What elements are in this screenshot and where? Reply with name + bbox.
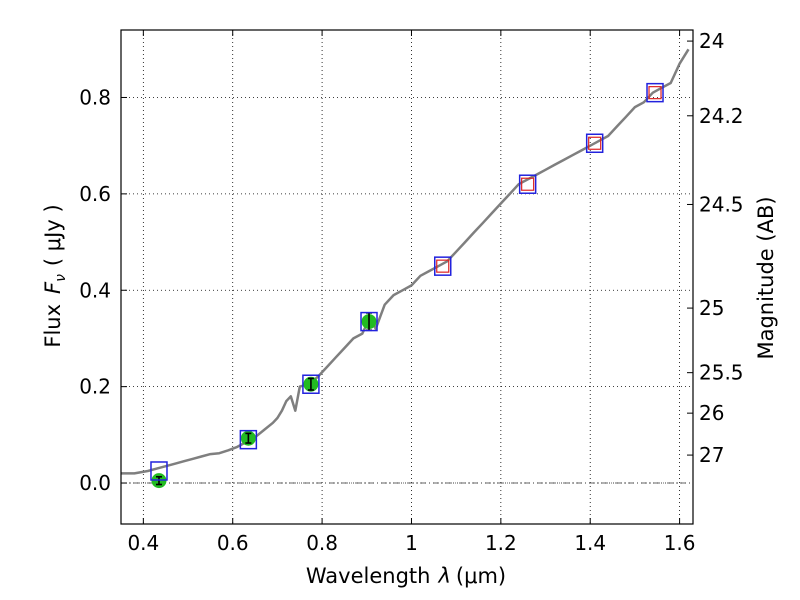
magnitude-axis-label: Magnitude (AB) bbox=[754, 196, 778, 359]
magnitude-tick-label: 24.5 bbox=[699, 192, 744, 216]
predicted-point bbox=[521, 177, 535, 191]
x-tick-label: 0.6 bbox=[217, 531, 249, 555]
y-axis-label-subscript: ν bbox=[53, 274, 69, 282]
synthetic-photometry-box bbox=[360, 311, 378, 332]
observed-points bbox=[151, 312, 377, 489]
magnitude-tick-label: 25.5 bbox=[699, 361, 744, 385]
y-tick-label: 0.6 bbox=[79, 182, 111, 206]
grid-lines bbox=[121, 30, 693, 524]
x-tick-label: 1.4 bbox=[574, 531, 606, 555]
x-tick-label: 1.2 bbox=[485, 531, 517, 555]
y-tick-label: 0.2 bbox=[79, 375, 111, 399]
predicted-point bbox=[648, 86, 662, 100]
x-tick-label: 0.4 bbox=[127, 531, 159, 555]
synthetic-photometry-box bbox=[585, 133, 604, 154]
model-spectrum-line bbox=[121, 48, 690, 475]
y-tick-label: 0.4 bbox=[79, 278, 111, 302]
synthetic-photometry-box bbox=[150, 461, 168, 481]
x-axis-label-text: Wavelength bbox=[306, 564, 431, 588]
x-tick-label: 1 bbox=[405, 531, 418, 555]
magnitude-tick-label: 27 bbox=[699, 443, 724, 467]
synthetic-photometry-box bbox=[518, 174, 537, 194]
x-tick-label: 0.8 bbox=[306, 531, 338, 555]
synthetic-photometry-box bbox=[302, 374, 320, 394]
y-tick-label: 0.0 bbox=[79, 471, 111, 495]
magnitude-tick-label: 24 bbox=[699, 29, 724, 53]
magnitude-tick-label: 24.2 bbox=[699, 104, 744, 128]
x-axis-label-symbol: λ bbox=[437, 564, 450, 588]
synthetic-photometry-box bbox=[434, 256, 452, 276]
synthetic-photometry-box bbox=[239, 429, 258, 450]
axes-frame bbox=[120, 29, 694, 525]
synthetic-photometry-box bbox=[646, 82, 664, 103]
y-axis-label-unit: ( μJy ) bbox=[41, 204, 65, 266]
magnitude-tick-label: 26 bbox=[699, 401, 724, 425]
plot-area bbox=[121, 48, 690, 489]
magnitude-tick-label: 25 bbox=[699, 296, 724, 320]
predicted-points bbox=[436, 86, 662, 273]
x-tick-label: 1.6 bbox=[664, 531, 696, 555]
predicted-point bbox=[436, 259, 450, 273]
x-axis-label: Wavelength λ (μm) bbox=[306, 564, 506, 588]
x-axis-label-unit: (μm) bbox=[456, 564, 506, 588]
axis-ticks: 0.4 0.6 0.8 1 1.2 1.4 1.6 0.0 0.2 0.4 0.6 0.8 24 24.2… bbox=[79, 29, 743, 555]
synthetic-photometry-boxes bbox=[150, 82, 664, 481]
y-axis-label-text: Flux bbox=[41, 304, 65, 348]
y-axis-label: Flux Fν ( μJy ) bbox=[41, 204, 69, 347]
y-axis-label-symbol: F bbox=[41, 281, 65, 294]
predicted-point bbox=[588, 136, 602, 150]
y-tick-label: 0.8 bbox=[79, 85, 111, 109]
